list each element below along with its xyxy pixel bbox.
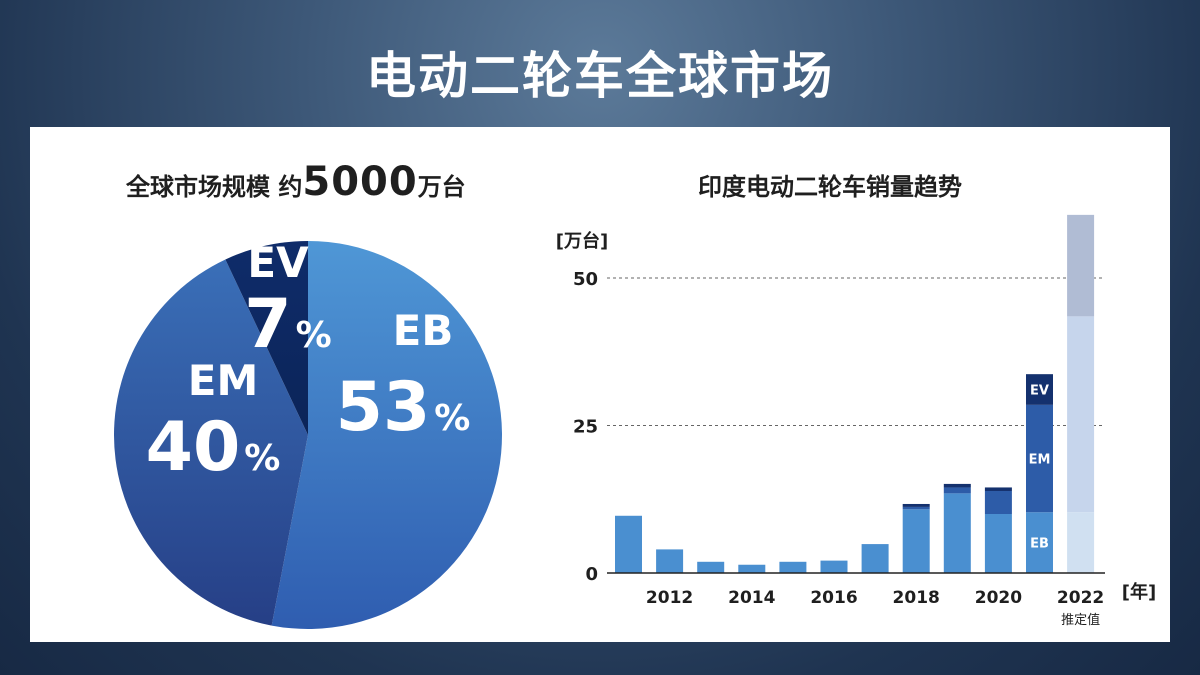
pie-title-suffix: 万台 — [417, 173, 466, 201]
pie-title-number: 5000 — [302, 159, 418, 205]
bar-2013-eb — [697, 561, 725, 573]
bar-2020-em — [984, 490, 1012, 514]
bar-2018-em — [902, 506, 930, 510]
bar-2012-eb — [656, 549, 684, 573]
bar-2021-ev — [1026, 374, 1053, 405]
pie-value-ev: 7% — [244, 285, 331, 364]
x-tick-note: 推定值 — [1061, 612, 1100, 628]
stack-label-em: EM — [1029, 453, 1051, 468]
stack-label-ev: EV — [1030, 384, 1049, 399]
bar-2022-ev — [1067, 214, 1095, 317]
pie-chart-title: 全球市场规模 约5000万台 — [126, 159, 546, 205]
x-axis-unit-label: [年] — [1122, 581, 1156, 603]
bar-2020-ev — [984, 487, 1012, 491]
bar-2020-eb — [984, 514, 1012, 573]
pie-label-ev: EV — [247, 238, 309, 287]
bar-2021-eb — [1026, 512, 1053, 573]
bar-2011-eb — [615, 515, 642, 573]
page-title: 电动二轮车全球市场 — [366, 47, 834, 105]
pie-title-prefix: 全球市场规模 约 — [126, 173, 303, 201]
pie-slice-eb — [271, 241, 503, 629]
x-tick-label: 2014 — [728, 588, 775, 608]
bar-2016-eb — [820, 560, 848, 573]
bar-2019-em — [943, 487, 971, 494]
bar-2017-eb — [861, 544, 889, 573]
bar-2018-eb — [902, 509, 930, 573]
x-tick-label: 2012 — [646, 588, 693, 608]
y-tick-label: 0 — [585, 564, 598, 585]
bar-2022-eb — [1067, 512, 1095, 573]
x-tick-label: 2016 — [810, 588, 857, 608]
bar-2021-em — [1026, 404, 1053, 513]
pie-slice-ev — [225, 241, 308, 435]
pie-label-eb: EB — [393, 306, 454, 355]
bar-2022-em — [1067, 316, 1095, 513]
y-tick-label: 50 — [573, 269, 598, 290]
bar-2018-ev — [902, 503, 930, 507]
y-axis-unit-label: [万台] — [556, 230, 608, 252]
pie-value-eb: 53% — [336, 368, 471, 447]
bar-2014-eb — [738, 564, 766, 573]
stack-label-eb: EB — [1030, 537, 1049, 552]
y-tick-label: 25 — [573, 417, 598, 438]
pie-label-em: EM — [188, 356, 259, 405]
bar-2015-eb — [779, 561, 807, 573]
bar-chart: 0 25 50 [万台] EB EM EV 2012 2014 2016 2018 2020 2022 推… — [556, 214, 1156, 628]
bar-2019-eb — [943, 493, 971, 573]
pie-slice-em — [113, 259, 308, 626]
x-tick-label: 2018 — [893, 588, 940, 608]
chart-panel: 全球市场规模 约5000万台 印度电动二轮车销量趋势 EB 53% EM 40% EV 7… — [30, 127, 1170, 642]
bar-2019-ev — [943, 483, 971, 488]
x-tick-label: 2022 — [1057, 588, 1104, 608]
pie-value-em: 40% — [146, 408, 281, 487]
x-tick-label: 2020 — [975, 588, 1022, 608]
bar-chart-title: 印度电动二轮车销量趋势 — [698, 173, 962, 201]
